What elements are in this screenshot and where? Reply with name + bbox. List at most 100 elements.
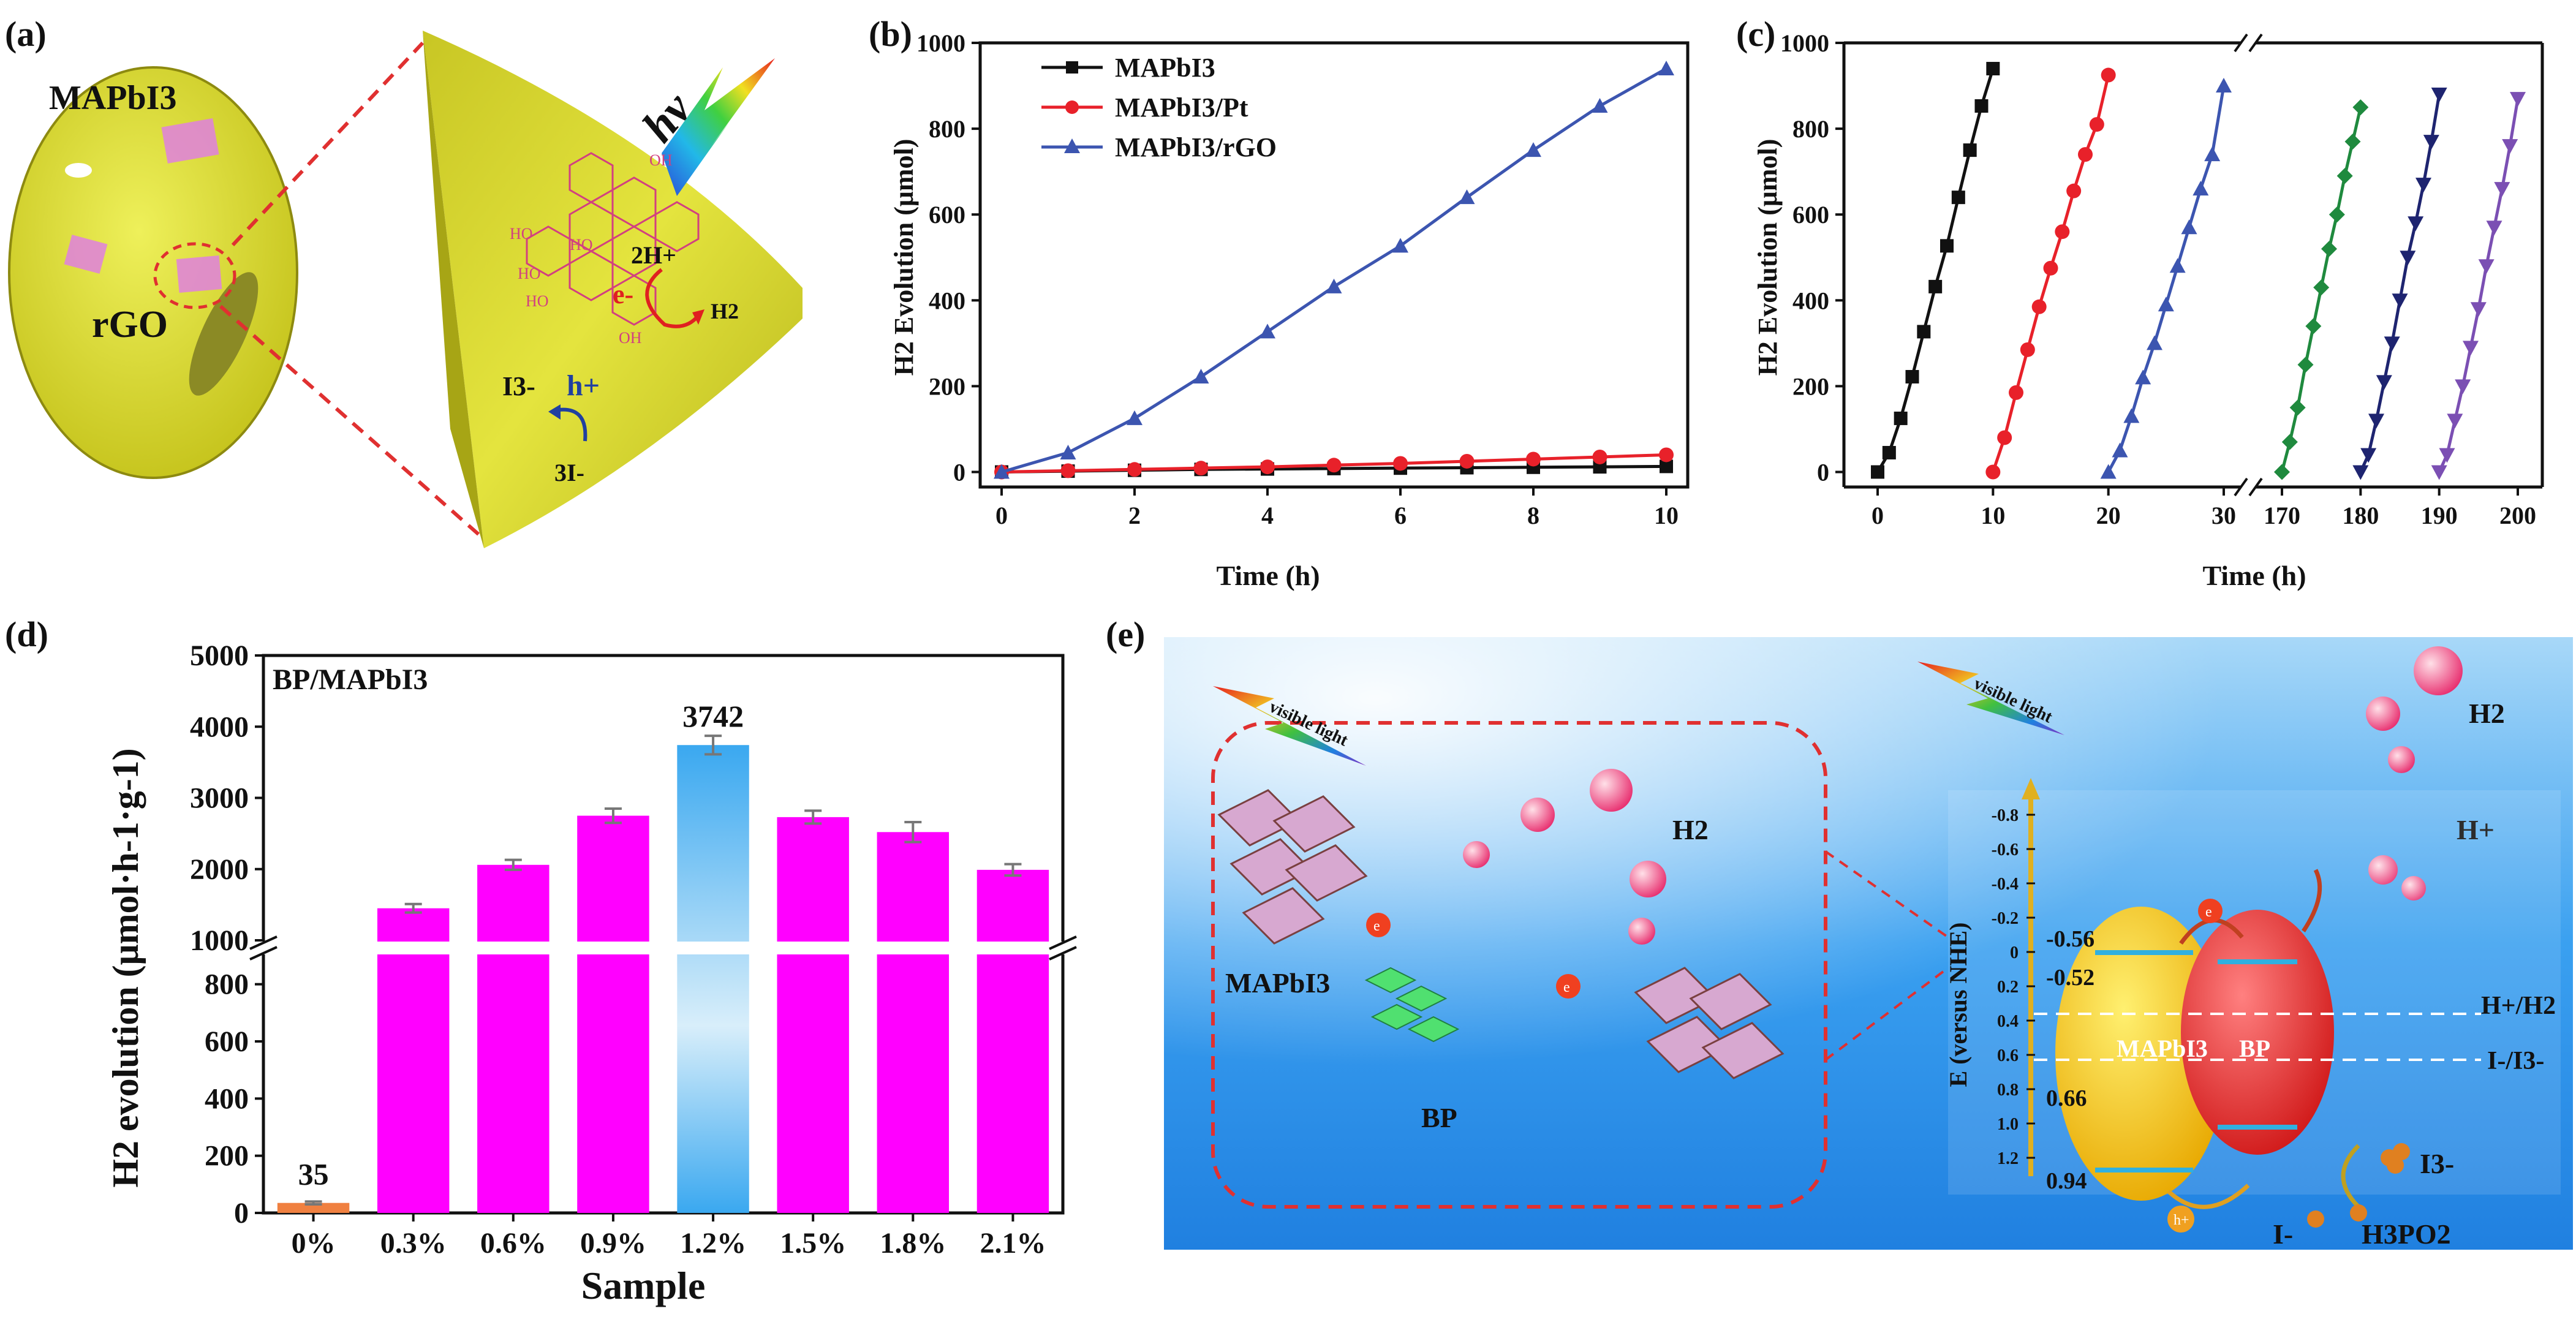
chart-c-point <box>2408 216 2424 232</box>
chart-c-point <box>2321 241 2337 257</box>
chart-c-point <box>2336 168 2353 184</box>
chart-c-point <box>2181 219 2197 235</box>
chart-c-break-mark <box>2248 477 2263 497</box>
panel-label-c: (c) <box>1736 14 1776 54</box>
h2-bubbles-left <box>1463 769 1666 945</box>
lightning-icon <box>662 58 775 196</box>
level-neg052: -0.52 <box>2046 965 2094 991</box>
chart-b-ytick-label: 200 <box>929 372 965 400</box>
chart-b-point <box>1393 456 1408 471</box>
chart-c-xtick-label: 10 <box>1981 502 2005 529</box>
chart-c-point <box>2009 385 2023 400</box>
chart-d-ytick-label: 1000 <box>190 924 249 957</box>
chart-b-series-line-2 <box>1001 67 1668 474</box>
panel-a-schematic: MAPbI3 rGO hv OH HO HO HO HO OH 2H+ e- H… <box>8 31 803 548</box>
hole-label: h+ <box>567 369 600 402</box>
chart-c-point <box>1985 464 2001 480</box>
chart-d-ytick-label: 5000 <box>190 640 249 672</box>
energy-tick-label: 1.0 <box>1997 1115 2019 1134</box>
zoom-line-top <box>231 41 425 247</box>
chart-d-xtick-label: 1.5% <box>780 1227 846 1259</box>
chart-d: 0% 35 0.3% 0.6% 0.9% 1.2% 3742 1.5% 1.8% 2.1% 1000… <box>105 640 1077 1307</box>
chart-d-break-mark <box>249 935 278 950</box>
energy-tick-label: -0.2 <box>1992 909 2019 928</box>
chart-c-point <box>2101 67 2116 83</box>
chart-d-xtick-label: 1.2% <box>680 1227 746 1259</box>
chart-c-point <box>2329 206 2345 223</box>
chart-b-ytick-label: 800 <box>929 115 965 143</box>
hplus-label: H+ <box>2457 814 2495 845</box>
legend-mapbi3-pt: MAPbI3/Pt <box>1115 93 1248 123</box>
chart-c-xtick-label: 30 <box>2212 502 2236 529</box>
chart-c-point <box>2055 224 2070 240</box>
chart-c-point <box>2463 341 2479 356</box>
h2-bubbles-right <box>2366 646 2463 901</box>
chart-c: 0 10 20 30 170 180 190 200 0 200 400 600 800 1000 Tim… <box>1753 29 2544 591</box>
chart-c-point <box>2392 293 2408 309</box>
chart-b-xtick-label: 6 <box>1394 502 1407 529</box>
h2-product-label: H2 <box>711 299 739 323</box>
chart-c-xtick-label: 0 <box>1872 502 1884 529</box>
light-bolt-left <box>1213 686 1366 766</box>
chart-c-point <box>2193 181 2209 196</box>
energy-tick-label: -0.6 <box>1992 840 2019 859</box>
chart-c-point <box>1894 411 1908 425</box>
energy-tick-label: 0 <box>2010 943 2019 962</box>
chart-b-point <box>1660 459 1673 474</box>
zoom-line-bottom <box>219 304 485 541</box>
chart-d-xlabel: Sample <box>581 1264 706 1307</box>
chart-c-point <box>2400 251 2416 266</box>
chart-b-point <box>1326 278 1342 293</box>
chart-b-ytick-label: 600 <box>929 201 965 228</box>
chart-c-point <box>2486 221 2502 236</box>
chart-b-point <box>1193 461 1209 476</box>
chart-d-xtick-label: 0.9% <box>580 1227 646 1259</box>
oxidation-arrow <box>554 407 587 442</box>
sphere-cut <box>189 272 259 396</box>
svg-text:OH: OH <box>649 151 673 169</box>
chart-c-point <box>1928 279 1943 293</box>
chart-c-point <box>2478 259 2495 274</box>
chart-c-point <box>2455 379 2471 395</box>
sphere-label: MAPbI3 <box>49 79 176 117</box>
chart-c-point <box>1951 191 1965 205</box>
go-oh-labels: OH HO HO HO HO OH <box>510 151 673 347</box>
chart-d-xtick-label: 1.8% <box>880 1227 946 1259</box>
chart-c-point <box>2020 342 2035 357</box>
chart-c-point <box>2066 183 2082 198</box>
chart-c-point <box>2216 78 2232 93</box>
reduction-arrow <box>645 268 700 328</box>
sphere-hole <box>65 163 92 178</box>
chart-b-frame <box>978 41 1690 489</box>
chart-c-point <box>2376 375 2392 390</box>
chart-d-title: BP/MAPbI3 <box>273 663 428 696</box>
go-molecule <box>526 152 700 326</box>
chart-d-ytick-label: 0 <box>234 1197 249 1229</box>
chart-b-point <box>1193 368 1209 383</box>
chart-d-frame <box>262 654 1065 1215</box>
light-bolt-right <box>1917 662 2064 735</box>
chart-c-series-line-0 <box>1876 68 1995 473</box>
chart-b-point <box>1392 238 1408 253</box>
energy-tick-label: 0.4 <box>1997 1012 2019 1031</box>
chart-b-xtick-label: 0 <box>995 502 1008 529</box>
mapbi3-sphere <box>8 66 298 479</box>
chart-b-xtick-label: 10 <box>1654 502 1679 529</box>
chart-c-point <box>1905 369 1919 383</box>
chart-c-xtick-label: 170 <box>2264 502 2300 529</box>
chart-b-point <box>1127 410 1143 425</box>
chart-c-point <box>2169 258 2186 273</box>
chart-b-xtick-label: 8 <box>1527 502 1539 529</box>
chart-c-point <box>2089 117 2104 132</box>
chart-c-point <box>2289 399 2306 416</box>
chart-d-ytick-label: 800 <box>205 969 249 1001</box>
chart-c-point <box>2352 465 2369 480</box>
i3-label: I3- <box>502 371 535 401</box>
energy-axis-ticks: -0.8 -0.6 -0.4 -0.2 0 0.2 0.4 0.6 0.8 1.0 1.2 <box>1992 806 2035 1168</box>
chart-c-point <box>1997 430 2012 445</box>
perovskite-crystal-right <box>1634 967 1785 1079</box>
chart-c-point <box>2313 279 2330 296</box>
chart-b-point <box>994 464 1010 479</box>
chart-b-point <box>1060 444 1076 459</box>
chart-c-break-mark <box>2234 33 2248 53</box>
